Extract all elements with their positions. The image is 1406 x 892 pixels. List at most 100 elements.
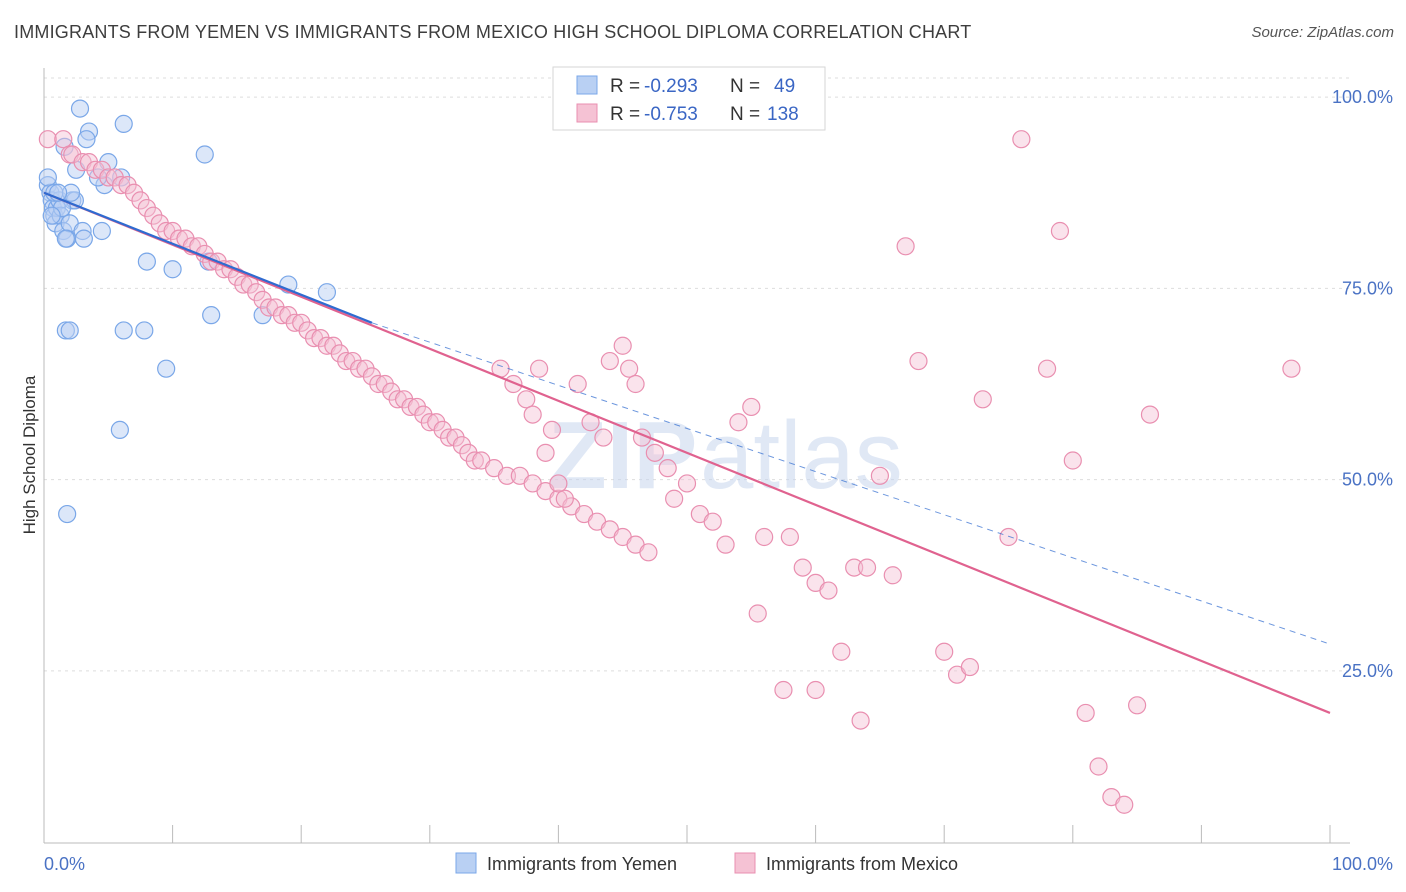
mexico-trend-line	[43, 191, 1331, 714]
mexico-point	[780, 527, 799, 547]
yemen-r-value: -0.293	[644, 76, 698, 97]
mexico-point	[639, 543, 658, 562]
mexico-point	[845, 558, 864, 577]
mexico-point	[549, 474, 568, 493]
mexico-point	[1115, 795, 1134, 814]
grid-lines	[44, 77, 1350, 672]
mexico-point	[594, 428, 613, 447]
mexico-n-label: N =	[730, 104, 760, 125]
y-axis-label: High School Diploma	[20, 375, 39, 534]
mexico-point	[806, 680, 825, 700]
mexico-point	[1063, 451, 1082, 470]
mexico-point	[523, 405, 542, 424]
mexico-r-value: -0.753	[644, 104, 698, 125]
mexico-point	[748, 604, 767, 623]
mexico-point	[1076, 703, 1095, 723]
mexico-point	[819, 581, 838, 600]
yemen-point	[74, 229, 93, 248]
mexico-point	[626, 374, 645, 394]
mexico-point	[530, 359, 549, 378]
x-tick-label-max: 100.0%	[1332, 854, 1393, 874]
trend-lines	[43, 191, 1331, 714]
stats-legend: R = -0.293 N = 49 R = -0.753 N = 138	[552, 66, 826, 131]
x-tick-label-min: 0.0%	[44, 854, 85, 874]
mexico-point	[1140, 405, 1160, 424]
mexico-r-label: R =	[610, 104, 640, 125]
mexico-point	[54, 130, 73, 149]
yemen-point	[60, 321, 79, 340]
yemen-point	[110, 420, 129, 439]
legend-mexico-label: Immigrants from Mexico	[766, 854, 958, 874]
mexico-point	[909, 351, 928, 371]
yemen-point	[157, 359, 176, 378]
yemen-point	[77, 130, 96, 149]
mexico-point	[883, 566, 902, 585]
yemen-point	[114, 321, 133, 340]
watermark-atlas: atlas	[700, 402, 903, 509]
yemen-point	[70, 99, 90, 118]
yemen-point	[317, 283, 337, 302]
mexico-point	[542, 420, 562, 439]
mexico-point	[896, 237, 915, 256]
yemen-point	[58, 504, 77, 524]
legend-yemen-label: Immigrants from Yemen	[487, 854, 677, 874]
legend-mexico-swatch	[734, 852, 756, 874]
yemen-point	[137, 252, 156, 271]
mexico-point	[1050, 221, 1070, 241]
mexico-point	[665, 489, 684, 508]
mexico-point	[645, 443, 664, 462]
yemen-trend-line	[43, 191, 373, 324]
mexico-point	[973, 390, 992, 409]
mexico-point	[600, 351, 619, 371]
mexico-point	[742, 397, 761, 417]
yemen-point	[114, 114, 133, 134]
mexico-point	[677, 474, 697, 493]
yemen-point	[135, 321, 154, 340]
mexico-point	[1282, 359, 1301, 378]
mexico-point	[517, 390, 536, 409]
mexico-point	[620, 359, 639, 378]
mexico-point	[851, 711, 870, 730]
mexico-point	[999, 527, 1018, 547]
yemen-n-value: 49	[774, 76, 795, 97]
mexico-point	[870, 466, 890, 485]
mexico-point	[1012, 130, 1031, 149]
mexico-point	[1127, 696, 1147, 715]
yemen-point	[163, 260, 182, 279]
yemen-n-label: N =	[730, 76, 760, 97]
legend-yemen-swatch	[455, 852, 477, 874]
yemen-point	[202, 306, 221, 325]
mexico-point	[1037, 359, 1057, 378]
y-tick-label: 25.0%	[1342, 661, 1393, 681]
yemen-trend-extension	[371, 322, 1331, 645]
mexico-point	[774, 680, 793, 700]
y-axis: 100.0% 75.0% 50.0% 25.0%	[1332, 87, 1393, 681]
yemen-point	[92, 221, 111, 241]
mexico-point	[658, 459, 677, 478]
mexico-point	[703, 512, 722, 531]
y-tick-label: 100.0%	[1332, 87, 1393, 107]
stats-legend-box	[552, 66, 826, 131]
yemen-point	[56, 229, 75, 248]
source-label: Source: ZipAtlas.com	[1251, 24, 1394, 41]
mexico-point	[497, 466, 517, 485]
mexico-point	[613, 336, 632, 355]
yemen-point	[42, 206, 61, 225]
mexico-point	[960, 657, 980, 677]
mexico-point	[857, 558, 877, 577]
mexico-points	[38, 130, 1301, 814]
mexico-n-value: 138	[767, 104, 799, 125]
mexico-point	[555, 489, 574, 508]
chart-title: IMMIGRANTS FROM YEMEN VS IMMIGRANTS FROM…	[14, 22, 972, 42]
mexico-point	[1089, 757, 1108, 776]
mexico-point	[793, 558, 812, 577]
yemen-r-label: R =	[610, 76, 640, 97]
mexico-point	[63, 145, 82, 164]
yemen-point	[38, 168, 57, 187]
mexico-point	[536, 443, 555, 462]
y-tick-label: 75.0%	[1342, 278, 1393, 298]
yemen-swatch	[576, 75, 598, 95]
watermark-zip: ZIP	[548, 402, 697, 509]
series-legend: Immigrants from Yemen Immigrants from Me…	[455, 852, 958, 874]
